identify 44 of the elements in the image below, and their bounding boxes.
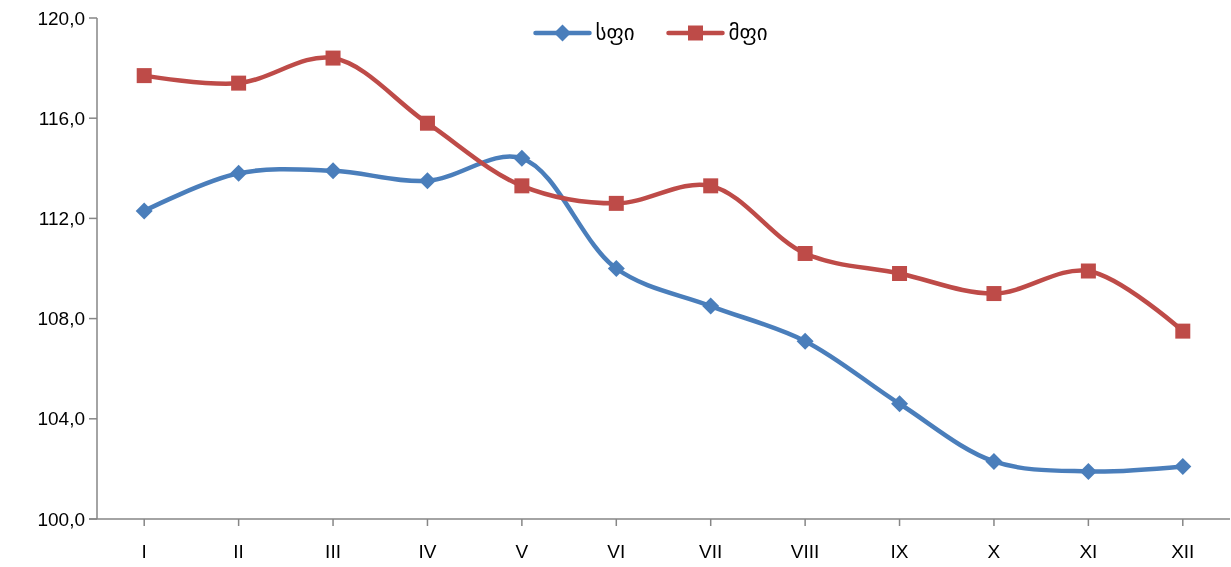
point: [230, 164, 248, 182]
x-tick-label: III: [325, 540, 341, 562]
point: [985, 452, 1003, 470]
y-tick-label: 100,0: [37, 508, 85, 530]
point: [1080, 263, 1096, 279]
point: [513, 149, 531, 167]
x-tick-label: IV: [418, 540, 437, 562]
x-tick-label: XII: [1171, 540, 1195, 562]
x-tick-label: X: [987, 540, 1001, 562]
y-tick-label: 116,0: [38, 107, 85, 129]
x-tick-label: VII: [699, 540, 723, 562]
y-tick-label: 120,0: [37, 7, 85, 29]
point: [1175, 323, 1191, 339]
point: [514, 178, 530, 194]
point: [986, 286, 1002, 302]
x-tick-label: VI: [607, 540, 626, 562]
y-tick-label: 112,0: [38, 208, 85, 230]
point: [135, 202, 153, 220]
point: [797, 245, 813, 261]
point: [418, 172, 436, 190]
point: [419, 115, 435, 131]
point: [703, 178, 719, 194]
x-tick-label: VIII: [790, 540, 820, 562]
legend-label: მფი: [728, 21, 768, 46]
point: [325, 50, 341, 66]
legend-label: სფი: [595, 21, 635, 46]
point: [702, 297, 720, 315]
x-tick-label: XI: [1079, 540, 1098, 562]
point: [891, 395, 909, 413]
point: [231, 75, 247, 91]
x-tick-label: II: [233, 540, 244, 562]
x-tick-label: V: [515, 540, 529, 562]
point: [796, 332, 814, 350]
point: [136, 68, 152, 84]
point: [608, 195, 624, 211]
y-tick-label: 104,0: [37, 408, 85, 430]
x-tick-label: IX: [890, 540, 909, 562]
x-tick-label: I: [141, 540, 147, 562]
point: [607, 260, 625, 277]
y-tick-label: 108,0: [37, 308, 85, 330]
point: [1079, 462, 1097, 480]
point: [1174, 457, 1192, 475]
point: [892, 266, 908, 282]
point: [324, 162, 342, 180]
